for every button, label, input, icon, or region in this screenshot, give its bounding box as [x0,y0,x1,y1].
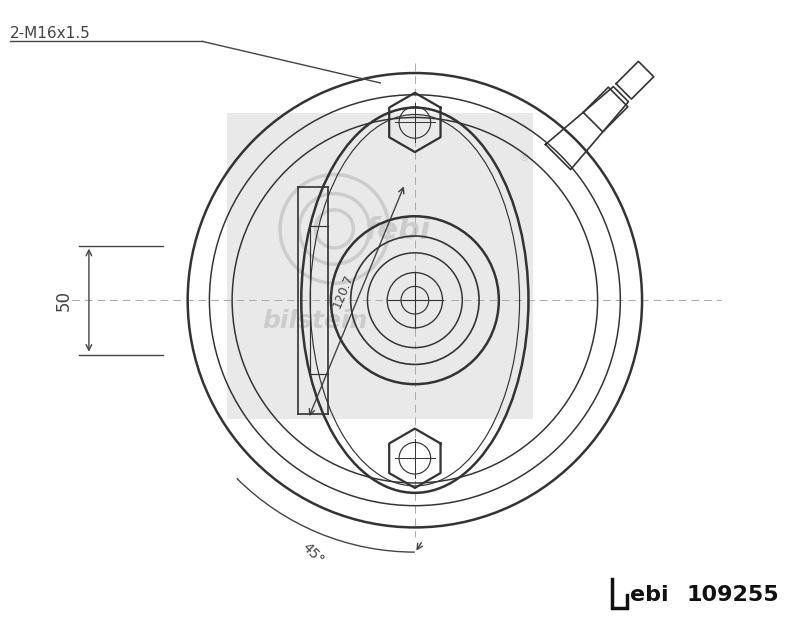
Bar [227,113,534,418]
Text: 45°: 45° [298,541,326,567]
Text: 109255: 109255 [686,584,779,605]
Text: ®: ® [518,153,529,163]
Text: febi: febi [364,216,430,245]
Text: 120.7: 120.7 [330,272,355,310]
Text: 2-M16x1.5: 2-M16x1.5 [10,25,90,41]
Text: ebi: ebi [630,584,669,605]
Text: 50: 50 [55,290,74,311]
Text: bilstein: bilstein [262,308,367,333]
